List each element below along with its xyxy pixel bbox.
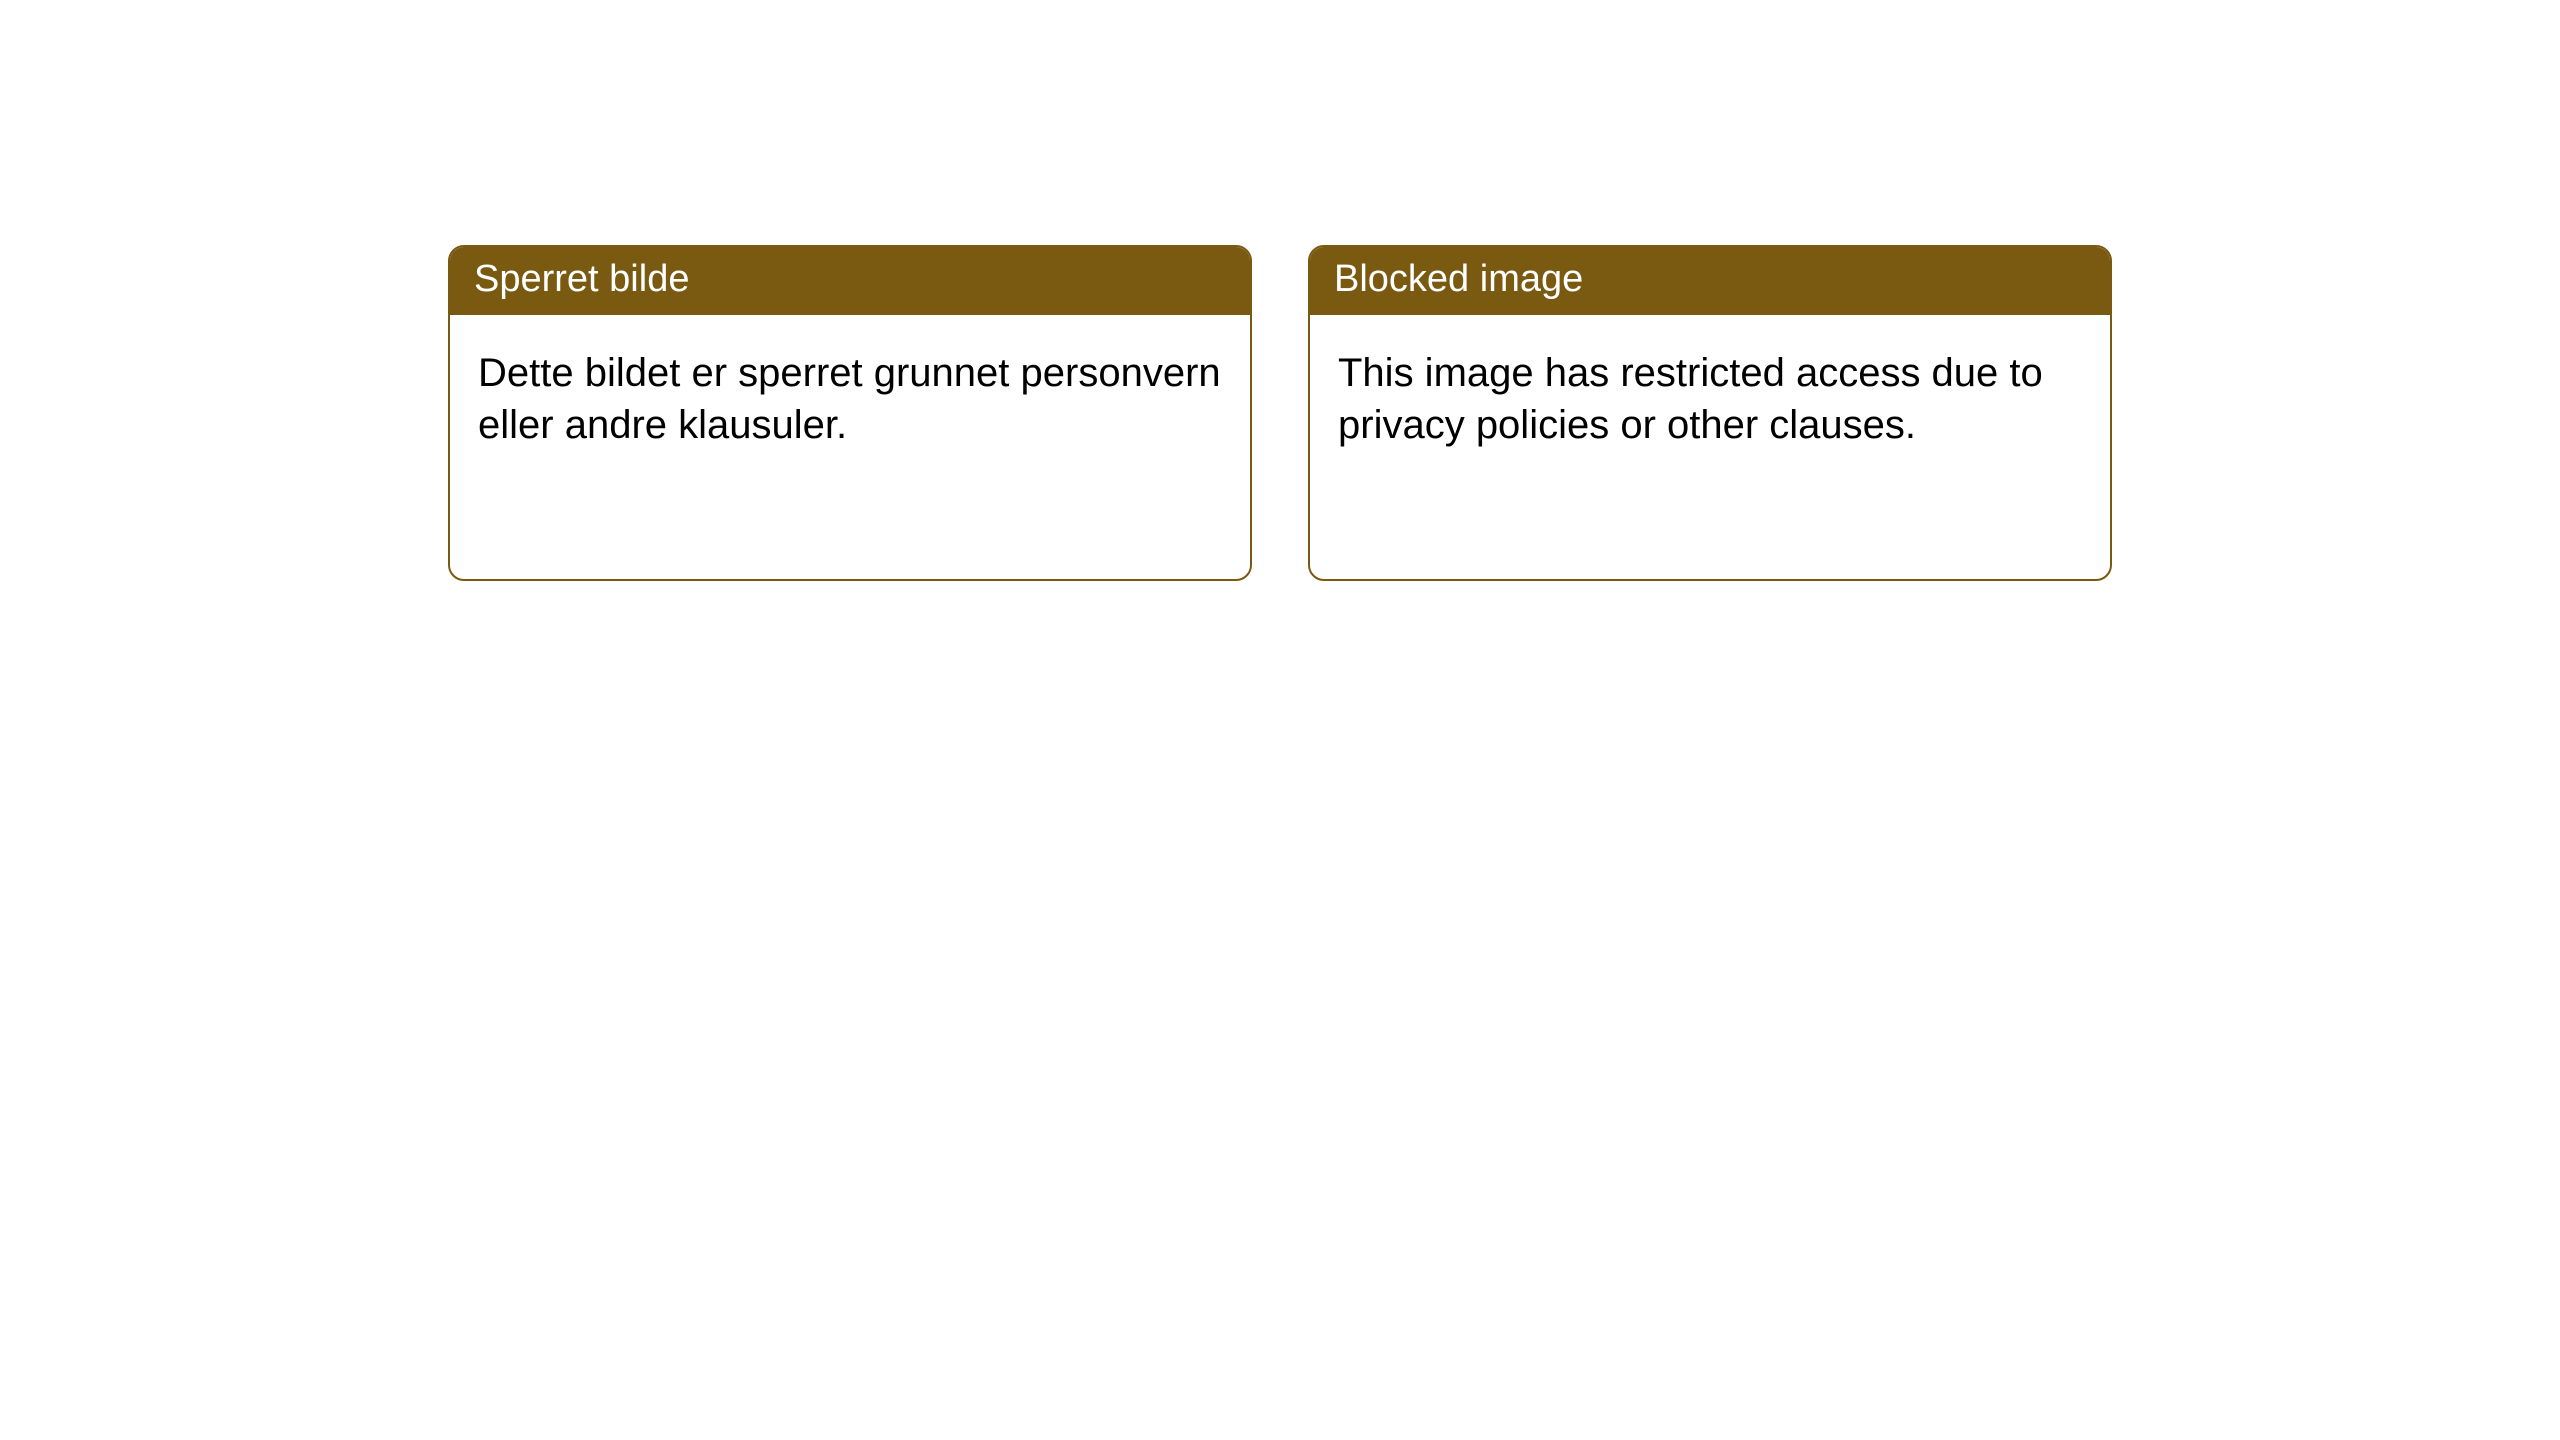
notice-title: Sperret bilde [450,247,1250,315]
notice-container: Sperret bilde Dette bildet er sperret gr… [0,0,2560,581]
notice-body: This image has restricted access due to … [1310,315,2110,483]
notice-card-norwegian: Sperret bilde Dette bildet er sperret gr… [448,245,1252,581]
notice-title: Blocked image [1310,247,2110,315]
notice-card-english: Blocked image This image has restricted … [1308,245,2112,581]
notice-body: Dette bildet er sperret grunnet personve… [450,315,1250,483]
